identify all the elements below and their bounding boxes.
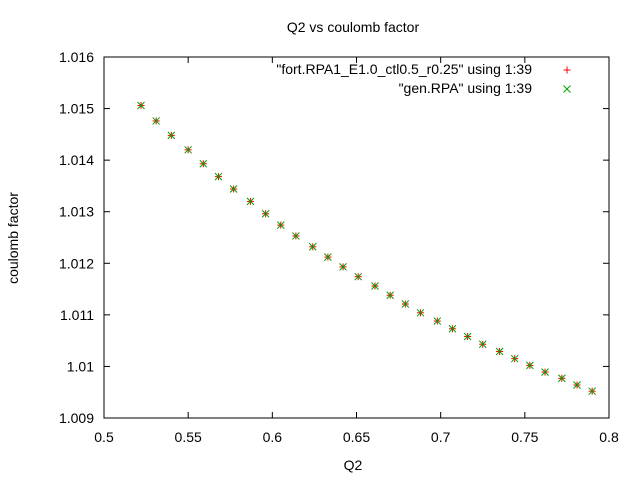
x-tick-label: 0.5 (94, 429, 114, 445)
y-tick-label: 1.014 (59, 152, 94, 168)
x-tick-label: 0.7 (431, 429, 451, 445)
data-point-series-2 (199, 159, 208, 168)
data-point-series-2 (276, 221, 285, 229)
y-tick-label: 1.011 (60, 307, 94, 323)
data-point-series-2 (386, 291, 395, 300)
x-tick-label: 0.75 (511, 429, 538, 445)
data-point-series-2 (401, 300, 410, 308)
data-point-series-2 (152, 117, 161, 125)
data-point-series-2 (137, 101, 145, 110)
data-point-series-2 (354, 272, 363, 281)
data-point-series-2 (463, 332, 472, 341)
y-tick-label: 1.009 (59, 410, 94, 426)
y-axis-label: coulomb factor (5, 192, 21, 284)
data-point-series-2 (261, 209, 270, 218)
data-points (137, 101, 597, 396)
data-point-series-2 (478, 340, 487, 349)
data-point-series-2 (167, 131, 176, 140)
data-point-series-2 (229, 185, 238, 193)
data-point-series-2 (433, 317, 442, 325)
x-ticks: 0.5 0.55 0.6 0.65 0.7 0.75 0.8 (94, 57, 619, 445)
data-point-series-2 (588, 387, 597, 396)
legend-marker-series-1 (563, 66, 571, 74)
legend-marker-series-2 (563, 85, 571, 93)
data-point-series-2 (558, 374, 566, 383)
data-point-series-2 (339, 263, 347, 271)
x-tick-label: 0.8 (599, 429, 619, 445)
y-ticks: 1.009 1.01 1.011 1.012 1.013 1.014 1.015 1.016 (59, 49, 609, 426)
data-point-series-2 (495, 347, 504, 356)
x-axis-label: Q2 (344, 457, 363, 473)
data-point-series-2 (448, 324, 457, 333)
legend-label-series-1: "fort.RPA1_E1.0_ctl0.5_r0.25" using 1:39 (276, 61, 532, 77)
data-point-series-2 (541, 368, 549, 376)
data-point-series-2 (573, 381, 581, 389)
y-tick-label: 1.016 (59, 49, 94, 65)
y-tick-label: 1.015 (59, 101, 94, 117)
y-tick-label: 1.01 (67, 358, 94, 374)
data-point-series-2 (292, 232, 300, 240)
y-tick-label: 1.012 (59, 255, 94, 271)
data-point-series-2 (246, 197, 255, 206)
x-tick-label: 0.65 (343, 429, 370, 445)
legend-label-series-2: "gen.RPA" using 1:39 (399, 80, 533, 96)
data-point-series-2 (371, 282, 379, 290)
legend: "fort.RPA1_E1.0_ctl0.5_r0.25" using 1:39… (276, 61, 571, 96)
data-point-series-2 (416, 308, 425, 317)
data-point-series-2 (308, 242, 317, 251)
plot-frame (103, 56, 610, 419)
data-point-series-2 (184, 145, 193, 154)
data-point-series-2 (510, 354, 519, 363)
x-tick-label: 0.55 (175, 429, 202, 445)
data-point-series-2 (324, 253, 332, 261)
data-point-series-2 (214, 172, 223, 181)
data-point-series-2 (526, 361, 534, 370)
y-tick-label: 1.013 (59, 204, 94, 220)
x-tick-label: 0.6 (263, 429, 283, 445)
chart-title: Q2 vs coulomb factor (287, 19, 420, 35)
